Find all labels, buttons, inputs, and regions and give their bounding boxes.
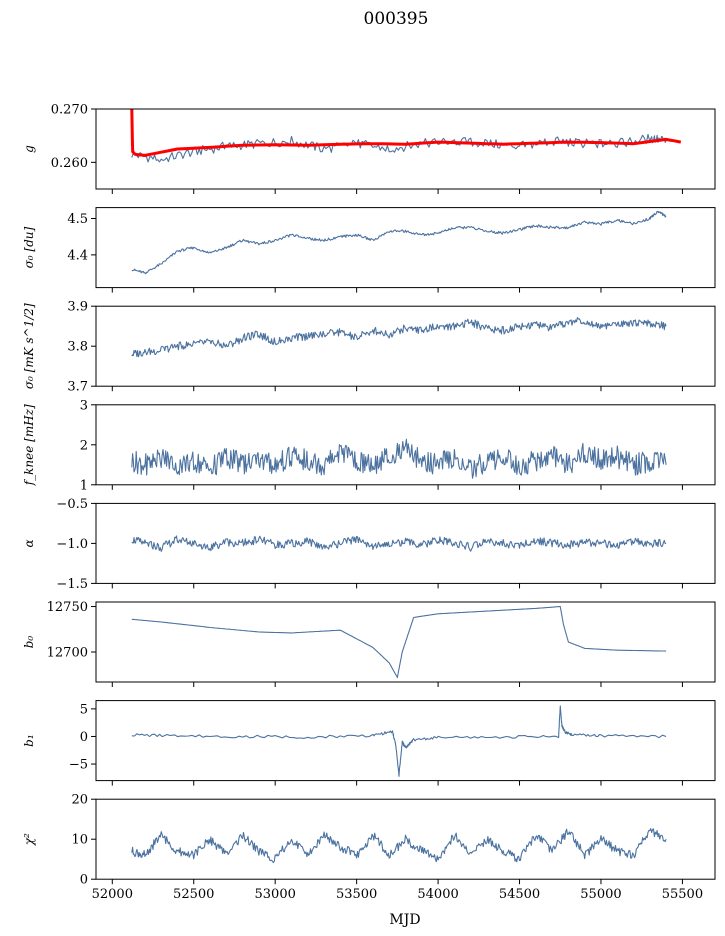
- panel-4: 1 2 3 f_knee [mHz]: [22, 398, 716, 493]
- y-tick-label: 3.7: [67, 380, 88, 395]
- x-tick-label: 55500: [662, 887, 703, 902]
- panel-3: 3.7 3.8 3.9 σ₀ [mK s^1/2]: [22, 300, 716, 395]
- y-tick-label: 12700: [47, 646, 88, 661]
- panel-3-frame: [95, 305, 716, 387]
- panel-1-series-2: [130, 108, 682, 157]
- x-tick-label: 55000: [580, 887, 621, 902]
- y-tick-label: 5: [80, 702, 88, 717]
- y-tick-label: 0.270: [51, 103, 88, 118]
- panels: 0.260 0.270 g 4.4 4.5 σ₀ [du] 3.7 3.8 3.9 σ₀ [mK …: [22, 103, 716, 902]
- panel-8-ylabel: χ²: [22, 833, 36, 846]
- panel-4-ylabel: f_knee [mHz]: [22, 404, 36, 486]
- y-tick-label: −1.0: [56, 537, 88, 552]
- x-tick-label: 52000: [92, 887, 133, 902]
- panel-5-ylabel: α: [22, 539, 36, 547]
- y-tick-label: 3.9: [67, 300, 88, 315]
- panel-7-series-1: [131, 705, 667, 777]
- panel-2-series-1: [131, 210, 667, 275]
- panel-7-frame: [95, 700, 716, 782]
- y-tick-label: 0.260: [51, 156, 88, 171]
- panel-7: −5 0 5 b₁: [22, 700, 716, 786]
- x-tick-label: 52500: [173, 887, 214, 902]
- y-tick-label: 2: [80, 438, 88, 453]
- y-tick-label: 4.4: [67, 248, 88, 263]
- y-tick-label: −5: [69, 758, 88, 773]
- panel-3-series-1: [131, 317, 667, 358]
- y-tick-label: 20: [71, 793, 88, 808]
- panel-6-ylabel: b₀: [22, 636, 36, 649]
- panel-5-series-1: [131, 535, 667, 552]
- panel-4-series-1: [131, 438, 667, 479]
- y-tick-label: 3: [80, 398, 88, 413]
- panel-6: 12700 12750 b₀: [22, 600, 716, 687]
- panel-8-series-1: [131, 828, 667, 864]
- x-tick-label: 54500: [499, 887, 540, 902]
- y-tick-label: 1: [80, 478, 88, 493]
- panel-7-ylabel: b₁: [22, 734, 36, 747]
- x-tick-label: 53000: [255, 887, 296, 902]
- y-tick-label: −0.5: [56, 497, 88, 512]
- figure-title: 000395: [364, 9, 429, 29]
- panel-2: 4.4 4.5 σ₀ [du]: [22, 207, 716, 293]
- panel-5: −1.5 −1.0 −0.5 α: [22, 497, 716, 592]
- panel-1: 0.260 0.270 g: [22, 103, 716, 194]
- panel-1-ylabel: g: [22, 145, 36, 153]
- x-axis-label: MJD: [389, 912, 420, 928]
- panel-3-ylabel: σ₀ [mK s^1/2]: [22, 303, 36, 389]
- y-tick-label: 12750: [47, 600, 88, 615]
- x-tick-label: 53500: [336, 887, 377, 902]
- panel-6-frame: [95, 601, 716, 683]
- panel-8: 0 10 20 52000 52500 53000 53500 54000 54500 55000…: [22, 793, 716, 902]
- y-tick-label: 0: [80, 730, 88, 745]
- y-tick-label: 4.5: [67, 212, 88, 227]
- y-tick-label: 10: [71, 833, 88, 848]
- panel-6-series-1: [131, 605, 667, 679]
- panel-2-ylabel: σ₀ [du]: [22, 226, 36, 268]
- panel-1-frame: [95, 108, 716, 190]
- y-tick-label: −1.5: [56, 577, 88, 592]
- panel-2-frame: [95, 207, 716, 289]
- x-tick-label: 54000: [417, 887, 458, 902]
- y-tick-label: 3.8: [67, 340, 88, 355]
- y-tick-label: 0: [80, 873, 88, 888]
